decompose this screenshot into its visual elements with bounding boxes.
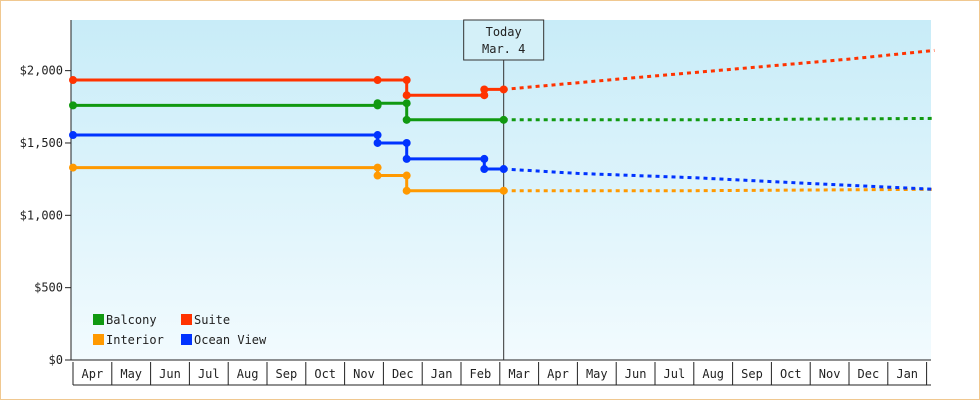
data-point xyxy=(373,163,382,172)
legend-label: Interior xyxy=(106,333,164,347)
legend-label: Balcony xyxy=(106,313,157,327)
today-label-box xyxy=(463,19,545,61)
month-label: Mar xyxy=(508,367,530,381)
y-tick-label: $1,000 xyxy=(20,208,63,222)
data-point xyxy=(402,76,411,85)
data-point xyxy=(499,165,508,174)
legend-label: Suite xyxy=(194,313,230,327)
month-label: May xyxy=(586,367,608,381)
month-label: Oct xyxy=(314,367,336,381)
month-label: Jan xyxy=(896,367,918,381)
month-label: Dec xyxy=(392,367,414,381)
data-point xyxy=(402,99,411,108)
series-interior xyxy=(69,163,935,195)
forecast-line-suite xyxy=(503,48,935,91)
month-label: Nov xyxy=(819,367,841,381)
legend-label: Ocean View xyxy=(194,333,267,347)
data-point xyxy=(69,131,77,140)
data-point xyxy=(402,171,411,180)
data-point xyxy=(402,115,411,124)
month-label: Jul xyxy=(198,367,220,381)
forecast-line-ocean-view xyxy=(503,167,935,191)
month-label: Apr xyxy=(547,367,569,381)
data-point xyxy=(373,131,382,140)
month-label: Jun xyxy=(159,367,181,381)
y-tick-label: $0 xyxy=(49,353,63,367)
month-label: Jun xyxy=(625,367,647,381)
data-point xyxy=(480,85,489,94)
month-label: Nov xyxy=(353,367,375,381)
month-label: Sep xyxy=(741,367,763,381)
y-axis: $0 $500 $1,000 $1,500 $2,000 xyxy=(20,20,72,367)
data-point xyxy=(499,115,508,124)
today-date: Mar. 4 xyxy=(482,42,525,56)
legend-swatch xyxy=(93,334,104,345)
month-label: May xyxy=(120,367,142,381)
month-label: Apr xyxy=(82,367,104,381)
data-point xyxy=(69,76,77,85)
y-tick-label: $1,500 xyxy=(20,136,63,150)
month-label: Sep xyxy=(276,367,298,381)
series-line-balcony xyxy=(73,101,504,122)
data-point xyxy=(373,76,382,85)
series-layer xyxy=(69,48,935,195)
data-point xyxy=(480,154,489,163)
series-line-interior xyxy=(73,166,504,193)
y-tick-label: $500 xyxy=(34,281,63,295)
series-ocean-view xyxy=(69,131,935,191)
data-point xyxy=(402,91,411,100)
data-point xyxy=(402,186,411,195)
series-balcony xyxy=(69,99,935,124)
month-label: Dec xyxy=(858,367,880,381)
data-point xyxy=(499,186,508,195)
data-point xyxy=(373,171,382,180)
month-label: Aug xyxy=(237,367,259,381)
month-label: Oct xyxy=(780,367,802,381)
legend: Balcony Suite Interior Ocean View xyxy=(93,313,267,347)
data-point xyxy=(499,85,508,94)
data-point xyxy=(402,154,411,163)
y-tick-label: $2,000 xyxy=(20,64,63,78)
data-point xyxy=(373,138,382,147)
month-label: Jul xyxy=(664,367,686,381)
data-point xyxy=(480,165,489,174)
data-point xyxy=(69,163,77,172)
data-point xyxy=(69,101,77,110)
x-axis: Apr May Jun Jul Aug Sep Oct Nov Dec Jan Feb Mar Apr M… xyxy=(71,359,931,386)
legend-swatch xyxy=(181,314,192,325)
data-point xyxy=(373,99,382,108)
legend-swatch xyxy=(93,314,104,325)
data-point xyxy=(402,138,411,147)
month-label: Aug xyxy=(702,367,724,381)
legend-swatch xyxy=(181,334,192,345)
today-label: Today xyxy=(486,25,522,39)
month-label: Jan xyxy=(431,367,453,381)
month-label: Feb xyxy=(470,367,492,381)
series-suite xyxy=(69,48,935,100)
data-point xyxy=(480,91,489,100)
